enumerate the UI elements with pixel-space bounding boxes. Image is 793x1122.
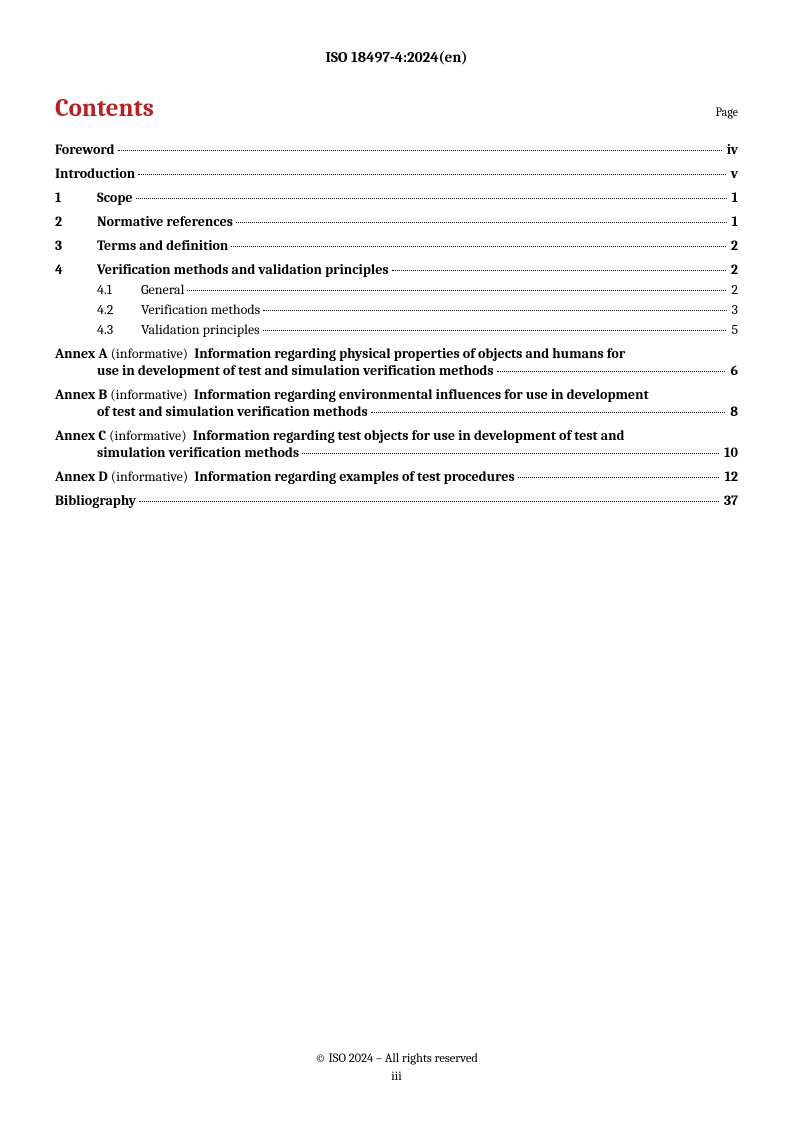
toc-entry-section: 2 Normative references 1 — [55, 213, 738, 230]
toc-subsection-number: 4.2 — [97, 301, 141, 318]
table-of-contents: Foreword iv Introduction v 1 Scope 1 — [55, 141, 738, 509]
toc-leader — [236, 222, 727, 223]
toc-entry-annex: Annex A (informative) Information regard… — [55, 345, 738, 379]
toc-entry-bibliography: Bibliography 37 — [55, 492, 738, 509]
toc-leader — [302, 453, 719, 454]
copyright-notice: © ISO 2024 – All rights reserved — [0, 1052, 793, 1066]
document-id-header: ISO 18497-4:2024(en) — [55, 48, 738, 66]
toc-section-number: 2 — [55, 213, 97, 230]
toc-page: 3 — [730, 301, 738, 318]
page-footer: © ISO 2024 – All rights reserved iii — [0, 1052, 793, 1084]
toc-page: 12 — [722, 468, 738, 485]
toc-entry-section: 1 Scope 1 — [55, 189, 738, 206]
toc-page: v — [729, 165, 738, 182]
toc-entry-introduction: Introduction v — [55, 165, 738, 182]
toc-title: Introduction — [55, 165, 135, 182]
annex-note: (informative) — [111, 345, 188, 362]
toc-entry-annex: Annex B (informative) Information regard… — [55, 386, 738, 420]
toc-leader — [231, 246, 726, 247]
toc-leader — [139, 501, 719, 502]
toc-title: Verification methods and validation prin… — [97, 261, 389, 278]
annex-label: Annex C — [55, 427, 106, 444]
toc-subsection-number: 4.1 — [97, 281, 141, 298]
page-column-label: Page — [716, 105, 738, 119]
toc-title: Foreword — [55, 141, 115, 158]
toc-entry-foreword: Foreword iv — [55, 141, 738, 158]
toc-entry-annex: Annex D (informative) Information regard… — [55, 468, 738, 485]
toc-page: 2 — [729, 237, 738, 254]
toc-title: General — [141, 281, 184, 298]
toc-title: Validation principles — [141, 321, 260, 338]
toc-leader — [263, 310, 726, 311]
toc-leader — [118, 150, 722, 151]
toc-section-number: 3 — [55, 237, 97, 254]
toc-page: 8 — [728, 403, 738, 420]
toc-title: Bibliography — [55, 492, 136, 509]
annex-note: (informative) — [109, 427, 186, 444]
toc-leader — [187, 290, 726, 291]
annex-title: Information regarding examples of test p… — [194, 468, 514, 485]
page-number: iii — [0, 1070, 793, 1084]
toc-title: Scope — [97, 189, 133, 206]
toc-page: 10 — [722, 444, 738, 461]
toc-page: 1 — [730, 213, 738, 230]
toc-leader — [136, 198, 727, 199]
toc-entry-section: 4 Verification methods and validation pr… — [55, 261, 738, 278]
toc-leader — [518, 477, 720, 478]
toc-subsection-number: 4.3 — [97, 321, 141, 338]
toc-page: iv — [725, 141, 738, 158]
toc-page: 5 — [729, 321, 738, 338]
toc-leader — [392, 270, 726, 271]
toc-page: 37 — [722, 492, 738, 509]
toc-entry-subsection: 4.1 General 2 — [97, 281, 738, 298]
toc-title: Normative references — [97, 213, 233, 230]
annex-label: Annex B — [55, 386, 107, 403]
toc-leader — [371, 412, 726, 413]
toc-page: 1 — [730, 189, 738, 206]
annex-note: (informative) — [110, 386, 187, 403]
annex-note: (informative) — [111, 468, 188, 485]
annex-title-line2: use in development of test and simulatio… — [97, 362, 494, 379]
toc-entry-annex: Annex C (informative) Information regard… — [55, 427, 738, 461]
annex-title-line1: Information regarding test objects for u… — [193, 427, 625, 444]
annex-title-line1: Information regarding environmental infl… — [194, 386, 649, 403]
contents-heading-row: Contents Page — [55, 94, 738, 123]
toc-leader — [497, 371, 726, 372]
toc-section-number: 1 — [55, 189, 97, 206]
toc-title: Terms and definition — [97, 237, 228, 254]
toc-entry-section: 3 Terms and definition 2 — [55, 237, 738, 254]
toc-entry-subsection: 4.2 Verification methods 3 — [97, 301, 738, 318]
annex-label: Annex A — [55, 345, 107, 362]
toc-leader — [263, 330, 727, 331]
contents-title: Contents — [55, 94, 154, 123]
toc-leader — [138, 174, 725, 175]
toc-page: 6 — [728, 362, 738, 379]
toc-section-number: 4 — [55, 261, 97, 278]
toc-page: 2 — [729, 281, 738, 298]
annex-title-line2: of test and simulation verification meth… — [97, 403, 368, 420]
annex-label: Annex D — [55, 468, 108, 485]
annex-title-line2: simulation verification methods — [97, 444, 299, 461]
toc-page: 2 — [729, 261, 738, 278]
toc-entry-subsection: 4.3 Validation principles 5 — [97, 321, 738, 338]
annex-title-line1: Information regarding physical propertie… — [194, 345, 625, 362]
toc-title: Verification methods — [141, 301, 260, 318]
